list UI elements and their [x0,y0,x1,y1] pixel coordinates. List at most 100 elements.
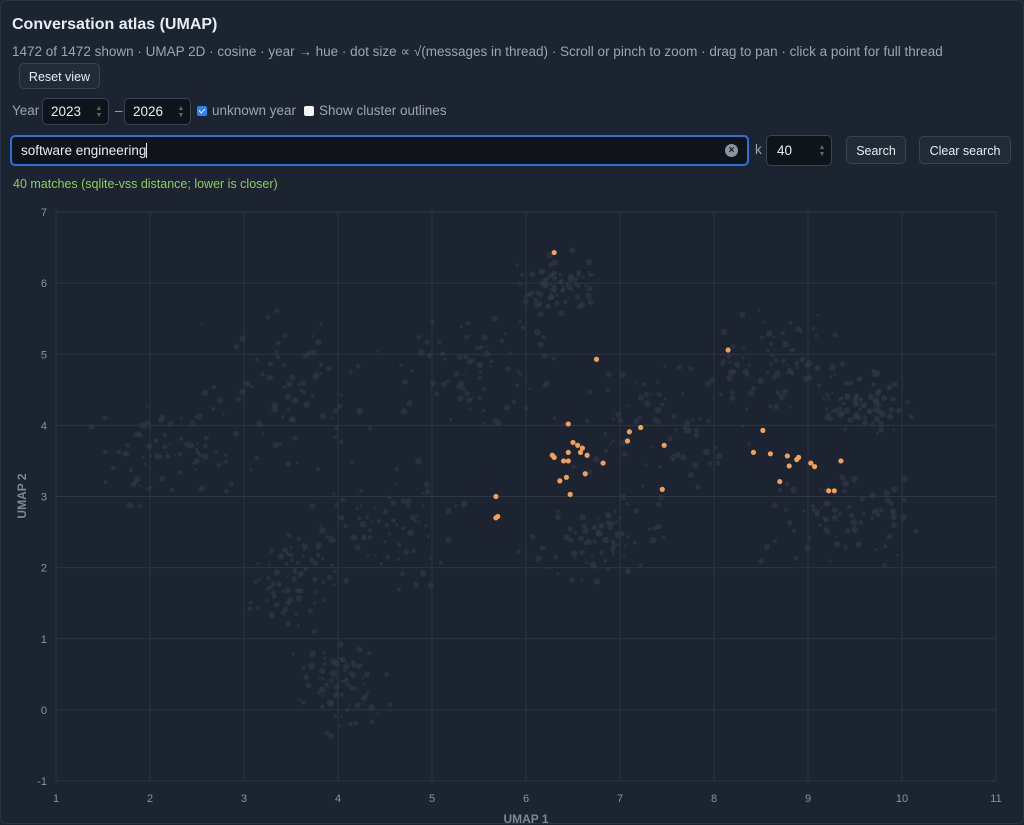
background-point[interactable] [305,350,312,357]
background-point[interactable] [265,598,269,603]
background-point[interactable] [605,520,612,527]
background-point[interactable] [291,652,295,656]
background-point[interactable] [179,416,183,420]
background-point[interactable] [396,587,401,592]
background-point[interactable] [615,411,622,418]
background-point[interactable] [622,553,626,557]
background-point[interactable] [350,461,354,465]
background-point[interactable] [843,407,851,414]
background-point[interactable] [456,353,463,360]
background-point[interactable] [244,380,251,387]
background-point[interactable] [871,509,877,515]
background-point[interactable] [391,518,397,524]
background-point[interactable] [637,394,645,401]
background-point[interactable] [354,544,361,551]
background-point[interactable] [485,345,489,348]
match-point[interactable] [838,458,844,464]
match-point[interactable] [551,454,557,460]
background-point[interactable] [886,385,892,390]
background-point[interactable] [858,519,864,525]
background-point[interactable] [321,694,324,697]
background-point[interactable] [328,678,335,684]
background-point[interactable] [422,504,425,508]
background-point[interactable] [663,397,667,401]
background-point[interactable] [423,481,430,488]
background-point[interactable] [649,537,657,544]
match-point[interactable] [565,449,571,456]
background-point[interactable] [340,497,346,503]
background-point[interactable] [808,375,813,380]
background-point[interactable] [804,544,811,552]
background-point[interactable] [267,361,274,367]
match-point[interactable] [579,445,586,451]
background-point[interactable] [319,667,326,675]
clear-input-icon[interactable]: × [725,144,738,157]
background-point[interactable] [367,534,373,540]
match-point[interactable] [784,453,790,459]
background-point[interactable] [848,380,854,386]
background-point[interactable] [324,730,330,736]
background-point[interactable] [593,578,601,585]
background-point[interactable] [544,276,549,282]
background-point[interactable] [318,676,322,680]
background-point[interactable] [340,679,344,683]
background-point[interactable] [356,409,361,413]
background-point[interactable] [396,557,401,561]
background-point[interactable] [312,560,318,567]
background-point[interactable] [339,439,344,444]
background-point[interactable] [266,575,271,580]
background-point[interactable] [211,384,217,390]
background-point[interactable] [834,536,838,539]
background-point[interactable] [402,379,408,385]
background-point[interactable] [688,366,694,372]
background-point[interactable] [726,354,732,359]
background-point[interactable] [463,353,469,360]
background-point[interactable] [896,553,899,557]
background-point[interactable] [125,443,131,448]
background-point[interactable] [698,417,702,421]
background-point[interactable] [560,278,564,282]
background-point[interactable] [792,528,796,533]
background-point[interactable] [828,416,834,422]
background-point[interactable] [289,374,296,381]
background-point[interactable] [274,349,279,354]
background-point[interactable] [828,364,836,371]
background-point[interactable] [571,549,578,557]
background-point[interactable] [578,535,584,542]
background-point[interactable] [319,322,323,326]
background-point[interactable] [418,349,426,357]
background-point[interactable] [537,311,544,318]
background-point[interactable] [320,704,325,709]
background-point[interactable] [558,310,565,317]
background-point[interactable] [481,408,486,413]
background-point[interactable] [390,499,397,506]
background-point[interactable] [415,457,422,465]
background-point[interactable] [429,380,436,387]
background-point[interactable] [584,284,588,287]
background-point[interactable] [177,469,183,475]
background-point[interactable] [282,547,288,553]
background-point[interactable] [377,712,380,716]
background-point[interactable] [359,489,363,494]
background-point[interactable] [759,335,764,340]
background-point[interactable] [481,334,488,341]
background-point[interactable] [310,349,317,356]
background-point[interactable] [579,549,585,555]
background-point[interactable] [282,333,288,339]
background-point[interactable] [890,513,897,521]
background-point[interactable] [656,380,660,385]
background-point[interactable] [373,506,377,509]
background-point[interactable] [292,567,297,572]
background-point[interactable] [569,247,576,254]
background-point[interactable] [788,321,793,326]
background-point[interactable] [277,553,285,560]
background-point[interactable] [322,662,327,667]
background-point[interactable] [332,407,339,414]
background-point[interactable] [399,571,405,577]
background-point[interactable] [834,540,841,548]
background-point[interactable] [769,361,774,367]
match-point[interactable] [600,460,606,466]
background-point[interactable] [255,606,260,611]
background-point[interactable] [721,358,727,365]
background-point[interactable] [141,455,145,459]
